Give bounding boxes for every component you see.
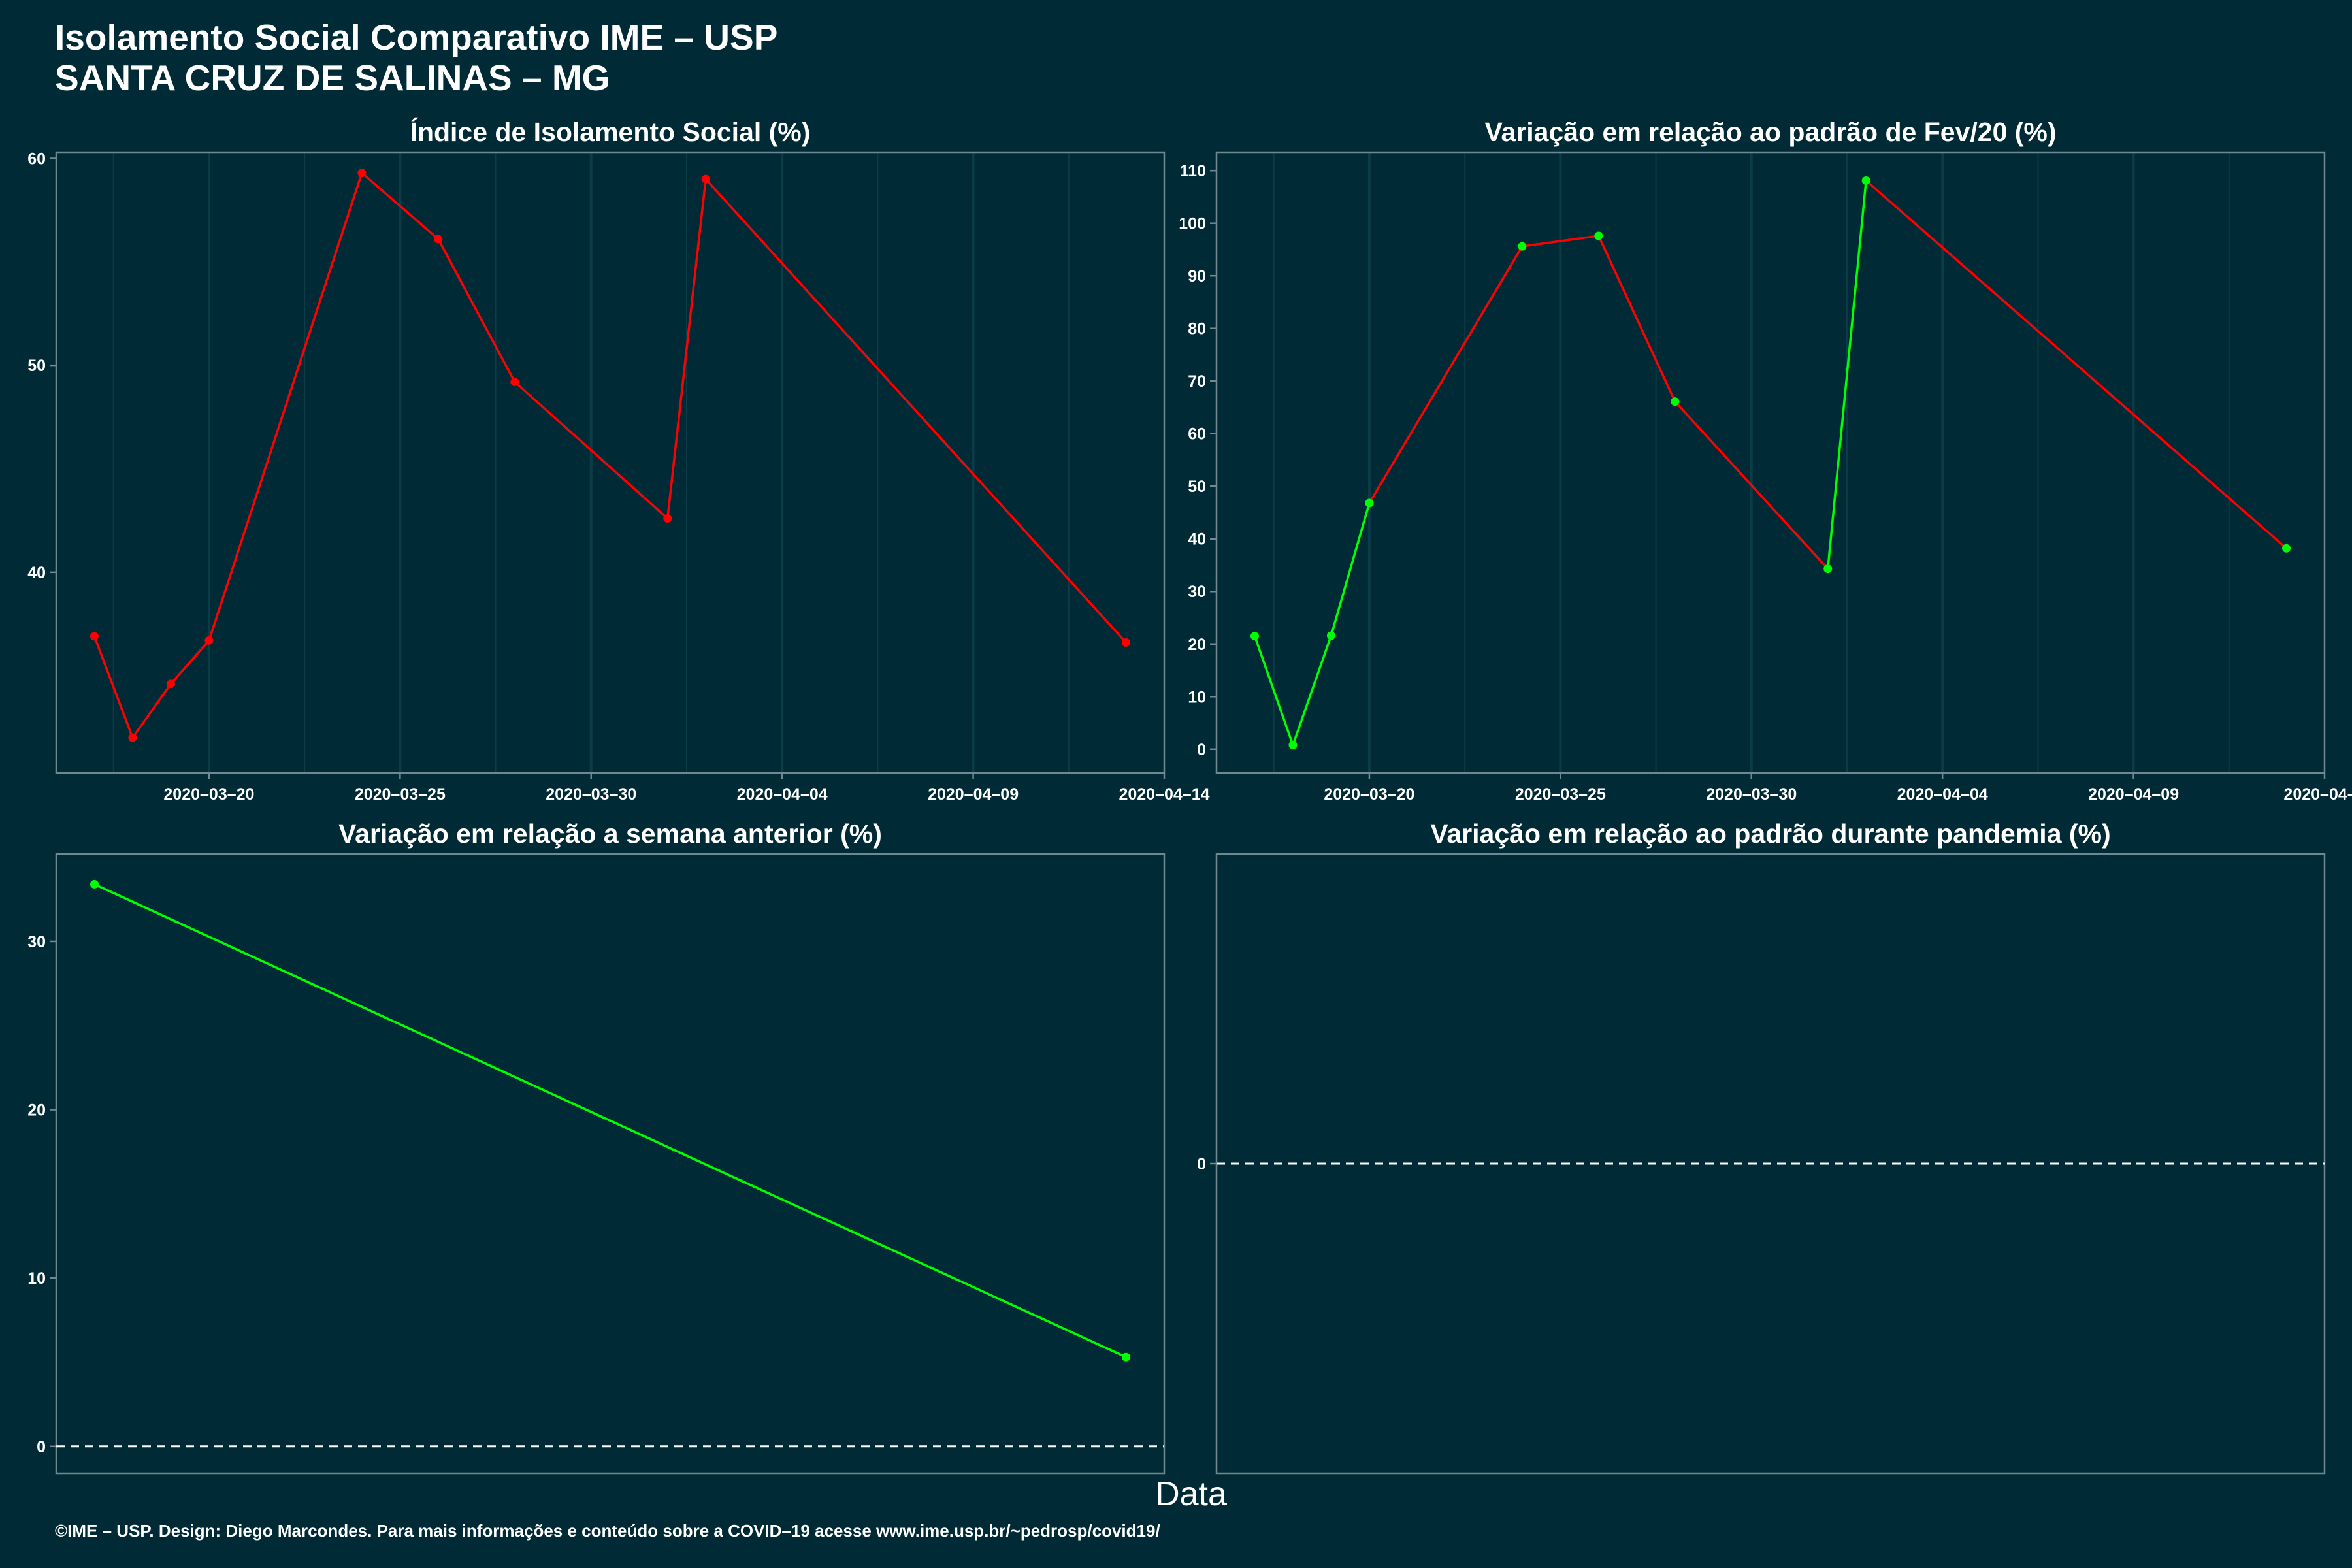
y-tick-label: 30 <box>27 933 46 951</box>
x-tick-label: 2020–03–25 <box>1515 785 1606 804</box>
series-segment <box>1826 179 1867 570</box>
data-point <box>128 733 137 742</box>
series-segment <box>1292 634 1333 747</box>
y-tick-label: 40 <box>1188 531 1206 549</box>
series-segment <box>1674 400 1829 570</box>
y-tick-label: 10 <box>1188 688 1206 706</box>
data-point <box>90 632 99 641</box>
y-tick-label: 40 <box>27 564 46 582</box>
chart-panel-3: Variação em relação a semana anterior (%… <box>27 819 1166 1475</box>
main-title: Isolamento Social Comparativo IME – USP … <box>55 17 777 98</box>
data-point <box>1326 631 1335 640</box>
series-segment <box>514 380 669 520</box>
y-tick-label: 0 <box>1197 741 1206 759</box>
y-tick-label: 60 <box>27 150 46 169</box>
data-point <box>1122 638 1131 647</box>
data-point <box>1823 564 1833 574</box>
series-segment <box>93 635 134 739</box>
data-point <box>701 174 710 184</box>
series-segment <box>704 178 1128 644</box>
data-point <box>204 636 214 645</box>
chart-panel-1: Índice de Isolamento Social (%)405060202… <box>27 117 1209 804</box>
x-tick-label: 2020–03–30 <box>1706 785 1797 804</box>
x-tick-label: 2020–04–09 <box>2088 785 2179 804</box>
y-tick-label: 50 <box>1188 478 1206 496</box>
y-tick-label: 110 <box>1180 162 1206 180</box>
data-point <box>1122 1352 1131 1362</box>
x-tick-label: 2020–04–04 <box>1897 785 1988 804</box>
x-tick-label: 2020–04–1 <box>2283 785 2352 804</box>
data-point <box>434 235 443 244</box>
panel-border <box>55 853 1166 1475</box>
data-point <box>663 514 672 523</box>
panel-title: Variação em relação ao padrão durante pa… <box>1430 819 2110 849</box>
x-axis-label: Data <box>1155 1475 1227 1513</box>
plot-area <box>56 854 1164 1473</box>
panel-border <box>55 151 1166 774</box>
y-tick-label: 0 <box>1197 1155 1206 1173</box>
x-tick-label: 2020–03–20 <box>1324 785 1414 804</box>
y-tick-label: 50 <box>27 357 46 375</box>
series-segment <box>93 883 1128 1358</box>
series-segment <box>1865 179 2288 549</box>
series-segment <box>1253 634 1294 747</box>
y-tick-label: 0 <box>37 1438 46 1456</box>
chart-panel-4: Variação em relação ao padrão durante pa… <box>1197 819 2326 1475</box>
chart-panel-2: Variação em relação ao padrão de Fev/20 … <box>1179 117 2352 804</box>
y-tick-label: 30 <box>1188 583 1206 601</box>
panel-border <box>1215 151 2326 774</box>
x-tick-label: 2020–03–30 <box>546 785 636 804</box>
series-segment <box>208 171 363 642</box>
main-title-line2: SANTA CRUZ DE SALINAS – MG <box>55 57 610 98</box>
series-segment <box>131 683 172 739</box>
data-point <box>510 378 519 386</box>
x-tick-label: 2020–04–14 <box>1119 785 1209 804</box>
plot-area <box>1217 152 2325 773</box>
panel-title: Variação em relação a semana anterior (%… <box>338 819 882 849</box>
x-tick-label: 2020–04–09 <box>928 785 1019 804</box>
data-point <box>1594 231 1603 240</box>
y-tick-label: 90 <box>1188 267 1206 286</box>
data-point <box>1250 632 1259 641</box>
main-title-line1: Isolamento Social Comparativo IME – USP <box>55 17 778 57</box>
y-tick-label: 20 <box>27 1102 46 1120</box>
series-segment <box>1597 235 1676 403</box>
x-tick-label: 2020–04–04 <box>737 785 828 804</box>
data-point <box>1518 242 1527 251</box>
x-tick-label: 2020–03–20 <box>163 785 254 804</box>
footer-credits: ©IME – USP. Design: Diego Marcondes. Par… <box>55 1521 1160 1541</box>
y-tick-label: 70 <box>1188 372 1206 391</box>
data-point <box>1365 498 1374 508</box>
data-point <box>357 169 367 178</box>
data-point <box>166 679 175 689</box>
x-tick-label: 2020–03–25 <box>355 785 446 804</box>
series-segment <box>437 238 516 384</box>
data-point <box>1671 397 1680 406</box>
panel-title: Variação em relação ao padrão de Fev/20 … <box>1484 117 2056 147</box>
y-tick-label: 10 <box>27 1269 46 1288</box>
series-segment <box>169 639 210 685</box>
y-tick-label: 60 <box>1188 425 1206 444</box>
data-point <box>90 879 99 889</box>
plot-area <box>56 152 1164 773</box>
series-segment <box>1368 245 1524 504</box>
series-segment <box>666 178 707 520</box>
data-point <box>1861 176 1870 185</box>
y-tick-label: 80 <box>1188 320 1206 338</box>
data-point <box>1288 740 1298 749</box>
series-segment <box>1330 502 1371 637</box>
data-point <box>2282 544 2291 553</box>
panel-title: Índice de Isolamento Social (%) <box>410 117 811 147</box>
series-segment <box>1521 235 1600 248</box>
series-segment <box>361 171 440 240</box>
y-tick-label: 100 <box>1179 215 1206 233</box>
y-tick-label: 20 <box>1188 636 1206 654</box>
